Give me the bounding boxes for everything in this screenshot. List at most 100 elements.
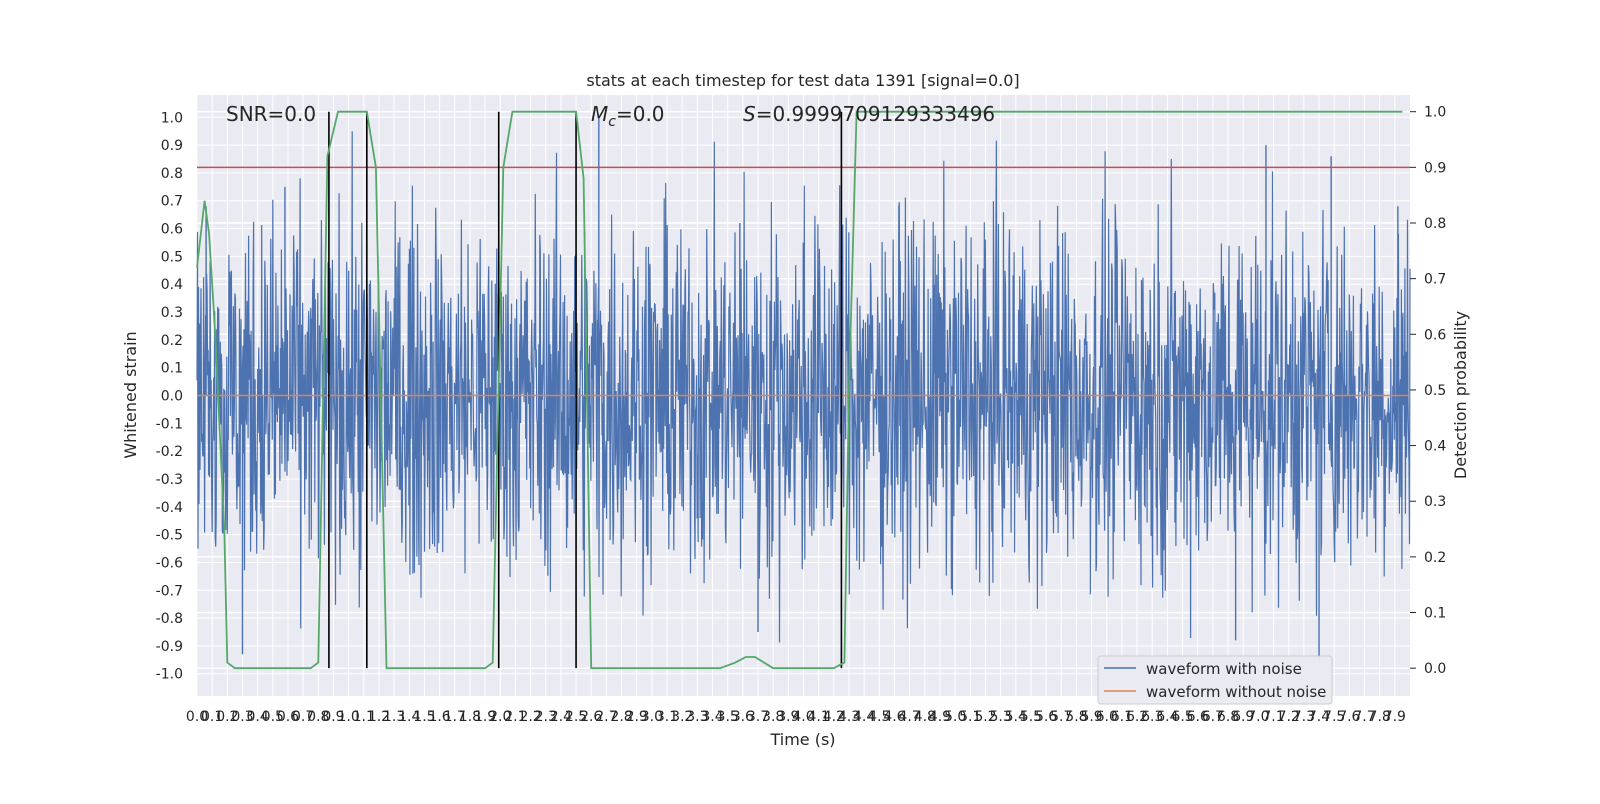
x-tick-label: 1.7 [444,709,466,725]
x-tick-label: 3.1 [656,709,678,725]
x-tick-label: 2.5 [565,709,587,725]
y-tick-label: -0.3 [156,472,183,488]
y-tick-label: 0.1 [161,361,183,377]
y2-tick-label: 0.7 [1424,272,1446,288]
x-tick-label: 4.3 [838,709,860,725]
noise-layer [196,117,1411,663]
x-tick-label: 7.4 [1308,709,1330,725]
y2-tick-label: 0.5 [1424,383,1446,399]
x-tick-label: 6.0 [1096,709,1118,725]
x-tick-label: 5.3 [989,709,1011,725]
legend-label-clean: waveform without noise [1146,683,1326,701]
x-tick-label: 6.2 [1126,709,1148,725]
y-tick-label: 0.9 [161,138,183,154]
x-tick-label: 3.7 [747,709,769,725]
x-tick-label: 0.4 [247,709,269,725]
y-tick-label: -0.6 [156,555,183,571]
x-tick-label: 1.1 [353,709,375,725]
x-tick-label: 0.9 [322,709,344,725]
lines-layer [196,110,1410,670]
y2-tick-label: 0.9 [1424,160,1446,176]
annotation-chirp-mass-sub: c [608,114,616,130]
y-tick-label: -0.4 [156,500,183,516]
x-tick-label: 6.3 [1141,709,1163,725]
chart-title: stats at each timestep for test data 139… [586,71,1019,90]
x-tick-label: 3.3 [686,709,708,725]
annotation-snr: SNR=0.0 [226,102,316,126]
x-tick-label: 1.4 [398,709,420,725]
x-tick-label: 6.6 [1187,709,1209,725]
x-tick-label: 3.8 [762,709,784,725]
x-tick-label: 3.0 [641,709,663,725]
x-tick-label: 6.5 [1171,709,1193,725]
legend: waveform with noise waveform without noi… [1097,655,1333,705]
series-waveform-with-noise [196,131,1411,643]
y-tick-label: 0.4 [161,277,183,293]
annotation-score-base: S [743,102,756,126]
x-tick-label: 6.9 [1232,709,1254,725]
x-tick-label: 2.3 [535,709,557,725]
y2-tick-label: 0.3 [1424,494,1446,510]
x-tick-label: 7.5 [1323,709,1345,725]
x-tick-label: 0.2 [216,709,238,725]
x-tick-label: 1.0 [337,709,359,725]
x-tick-label: 4.6 [883,709,905,725]
x-tick-label: 1.5 [413,709,435,725]
x-tick-label: 3.4 [701,709,723,725]
x-tick-label: 0.5 [262,709,284,725]
x-tick-label: 0.8 [307,709,329,725]
x-tick-label: 0.7 [292,709,314,725]
y-tick-label: 0.3 [161,305,183,321]
x-tick-label: 5.9 [1080,709,1102,725]
x-tick-label: 5.8 [1065,709,1087,725]
x-tick-label: 3.9 [777,709,799,725]
y2-axis-label: Detection probability [1451,311,1470,479]
x-tick-label: 5.6 [1035,709,1057,725]
axis-layer: 0.00.10.20.30.40.50.60.70.80.91.01.11.21… [156,105,1447,725]
y-tick-label: 0.8 [161,166,183,182]
x-tick-label: 4.1 [808,709,830,725]
x-tick-label: 5.0 [944,709,966,725]
annotation-chirp-mass-base: M [591,102,608,126]
annotation-chirp-mass: Mc=0.0 [591,102,665,130]
y2-tick-label: 0.2 [1424,550,1446,566]
x-tick-label: 6.8 [1217,709,1239,725]
x-tick-label: 2.6 [580,709,602,725]
y-tick-label: -0.2 [156,444,183,460]
y-tick-label: 0.5 [161,249,183,265]
x-tick-label: 4.5 [868,709,890,725]
x-tick-label: 5.1 [959,709,981,725]
x-tick-label: 5.4 [1005,709,1027,725]
legend-box [1097,655,1333,705]
x-tick-label: 0.6 [277,709,299,725]
annotation-chirp-mass-rest: =0.0 [616,102,665,126]
x-tick-label: 3.6 [732,709,754,725]
annotation-score-rest: =0.9999709129333496 [756,102,995,126]
x-tick-label: 1.2 [368,709,390,725]
x-tick-label: 4.9 [929,709,951,725]
x-tick-label: 7.7 [1353,709,1375,725]
x-tick-label: 3.5 [717,709,739,725]
x-tick-label: 5.2 [974,709,996,725]
x-axis-label: Time (s) [769,730,835,749]
x-tick-label: 4.7 [899,709,921,725]
y-tick-label: 0.2 [161,333,183,349]
x-tick-label: 0.3 [231,709,253,725]
y2-tick-label: 0.6 [1424,327,1446,343]
x-tick-label: 1.3 [383,709,405,725]
x-tick-label: 1.9 [474,709,496,725]
x-tick-label: 0.0 [186,709,208,725]
x-tick-label: 6.1 [1111,709,1133,725]
x-tick-label: 2.8 [610,709,632,725]
x-tick-label: 7.0 [1247,709,1269,725]
y2-tick-label: 1.0 [1424,105,1446,121]
y-tick-label: 0.0 [161,389,183,405]
y-tick-label: -0.5 [156,528,183,544]
x-tick-label: 1.8 [459,709,481,725]
x-tick-label: 2.0 [489,709,511,725]
x-tick-label: 4.2 [823,709,845,725]
x-tick-label: 7.9 [1384,709,1406,725]
legend-label-noise: waveform with noise [1146,660,1302,678]
y2-tick-label: 0.0 [1424,661,1446,677]
